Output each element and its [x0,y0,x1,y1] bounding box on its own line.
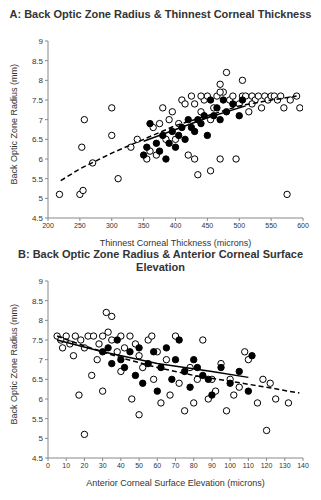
svg-text:5: 5 [39,434,44,443]
svg-text:8.5: 8.5 [32,297,44,306]
svg-text:9: 9 [39,277,44,286]
svg-text:100: 100 [224,462,236,469]
svg-text:600: 600 [297,222,309,229]
svg-text:Back Optic Zone Radius (mm): Back Optic Zone Radius (mm) [9,304,19,425]
svg-text:8: 8 [39,316,44,325]
svg-text:80: 80 [190,462,198,469]
svg-text:130: 130 [279,462,291,469]
svg-text:550: 550 [265,222,277,229]
svg-text:7: 7 [39,356,44,365]
svg-text:250: 250 [74,222,86,229]
svg-text:0: 0 [46,462,50,469]
svg-text:8.5: 8.5 [32,57,44,66]
svg-text:9: 9 [39,37,44,46]
svg-text:Thinnest Corneal Thickness (mi: Thinnest Corneal Thickness (microns) [100,238,251,248]
svg-text:4.5: 4.5 [32,454,44,463]
svg-text:5.5: 5.5 [32,415,44,424]
svg-text:500: 500 [233,222,245,229]
svg-text:5.5: 5.5 [32,175,44,184]
svg-text:6.5: 6.5 [32,135,44,144]
svg-text:60: 60 [153,462,161,469]
svg-text:7: 7 [39,116,44,125]
svg-text:200: 200 [42,222,54,229]
html-text:B: Back Optic Zone Radius & An: B: Back Optic Zone Radius & Anterior Cor… [18,248,303,273]
svg-text:6: 6 [39,395,44,404]
svg-text:7.5: 7.5 [32,336,44,345]
svg-text:30: 30 [99,462,107,469]
svg-text:110: 110 [243,462,254,469]
svg-text:450: 450 [202,222,214,229]
svg-text:120: 120 [261,462,273,469]
svg-text:70: 70 [172,462,180,469]
html-text:A: Back Optic Zone Radius & Th: A: Back Optic Zone Radius & Thinnest Cor… [9,8,312,20]
svg-text:10: 10 [62,462,70,469]
svg-text:400: 400 [170,222,182,229]
svg-text:6.5: 6.5 [32,375,44,384]
svg-text:Back Optic Zone Radius (mm): Back Optic Zone Radius (mm) [9,64,19,185]
svg-text:Anterior Corneal Surface Eleva: Anterior Corneal Surface Elevation (micr… [86,478,265,488]
svg-text:4.5: 4.5 [32,214,44,223]
svg-text:7.5: 7.5 [32,96,44,105]
svg-text:350: 350 [138,222,150,229]
svg-text:20: 20 [81,462,89,469]
svg-text:140: 140 [297,462,309,469]
svg-text:40: 40 [117,462,125,469]
svg-text:50: 50 [135,462,143,469]
svg-text:6: 6 [39,155,44,164]
svg-text:300: 300 [106,222,118,229]
svg-text:5: 5 [39,194,44,203]
svg-text:90: 90 [208,462,216,469]
svg-text:8: 8 [39,76,44,85]
